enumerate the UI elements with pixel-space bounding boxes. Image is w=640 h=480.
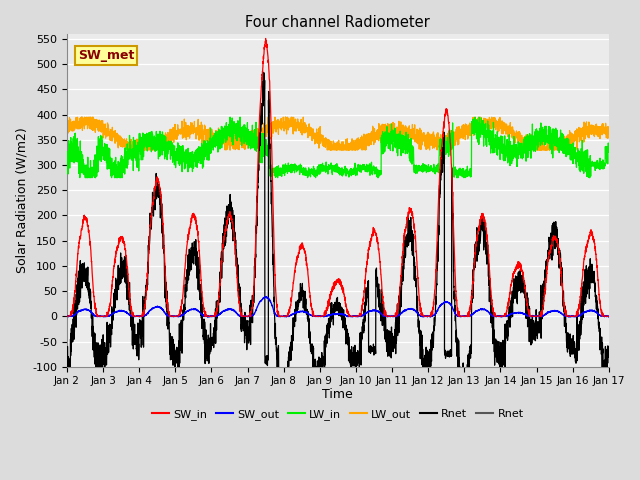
- Legend: SW_in, SW_out, LW_in, LW_out, Rnet, Rnet: SW_in, SW_out, LW_in, LW_out, Rnet, Rnet: [148, 405, 528, 424]
- Y-axis label: Solar Radiation (W/m2): Solar Radiation (W/m2): [15, 128, 28, 273]
- Title: Four channel Radiometer: Four channel Radiometer: [246, 15, 430, 30]
- Text: SW_met: SW_met: [77, 49, 134, 62]
- X-axis label: Time: Time: [323, 388, 353, 401]
